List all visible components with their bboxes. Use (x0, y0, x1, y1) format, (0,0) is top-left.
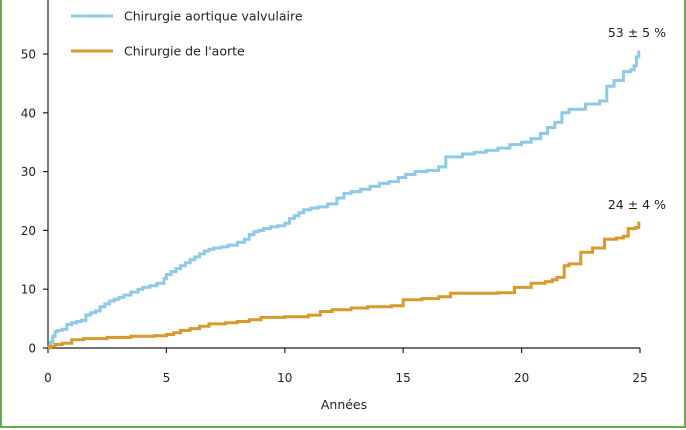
axes (47, 0, 640, 349)
x-tick-label: 15 (396, 371, 411, 385)
y-tick-label: 50 (21, 48, 36, 62)
y-tick-label: 10 (21, 283, 36, 297)
x-axis-title: Années (321, 397, 367, 412)
series-line-valvular (48, 50, 641, 350)
x-tick-label: 25 (632, 371, 647, 385)
x-ticks: 0 5 10 15 20 25 (44, 348, 648, 385)
x-tick-label: 5 (163, 371, 171, 385)
legend: Chirurgie aortique valvulaire Chirurgie d… (71, 9, 303, 59)
y-tick-label: 20 (21, 224, 36, 238)
annotations: 53 ± 5 % 24 ± 4 % (608, 25, 666, 212)
y-ticks: 0 10 20 30 40 50 (21, 48, 48, 356)
legend-label: Chirurgie aortique valvulaire (124, 9, 303, 24)
y-tick-label: 30 (21, 165, 36, 179)
x-tick-label: 20 (514, 371, 529, 385)
x-tick-label: 10 (277, 371, 292, 385)
x-tick-label: 0 (44, 371, 52, 385)
legend-label: Chirurgie de l'aorte (124, 44, 245, 59)
series-lines (47, 50, 641, 350)
series-end-annotation: 24 ± 4 % (608, 197, 666, 212)
series-end-annotation: 53 ± 5 % (608, 25, 666, 40)
y-tick-label: 40 (21, 106, 36, 120)
series-line-aorta (47, 221, 641, 350)
y-tick-label: 0 (28, 342, 36, 356)
